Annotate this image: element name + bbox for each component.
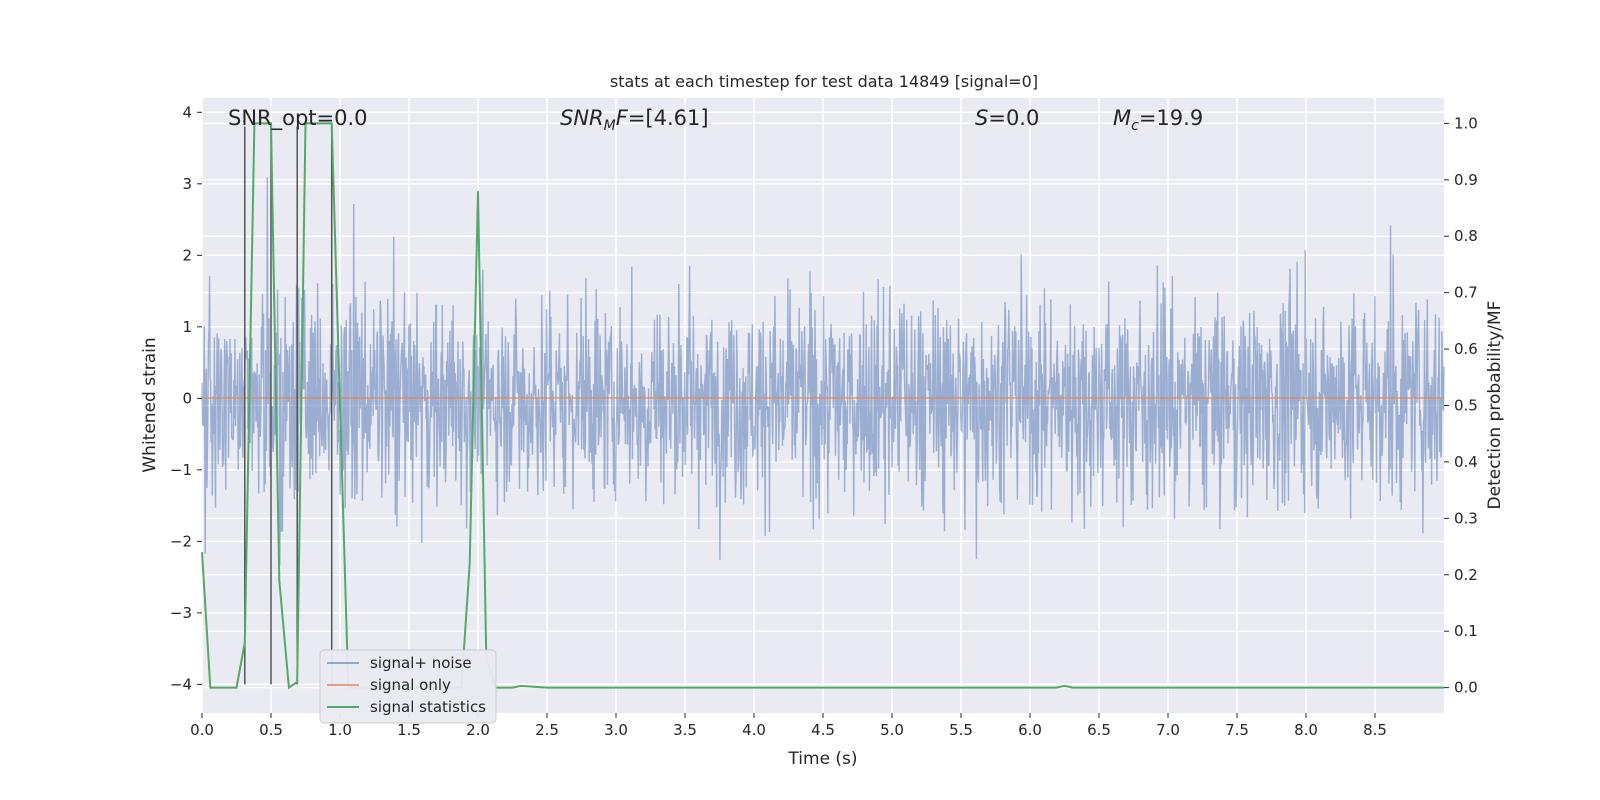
y-tick-label: −3 xyxy=(170,604,192,622)
y-axis-ticks: 4 3 2 1 0 −1 −2 −3 −4 xyxy=(170,103,202,693)
x-tick-label: 6.5 xyxy=(1087,721,1111,739)
y-tick-label: −1 xyxy=(170,461,192,479)
x-tick-label: 7.0 xyxy=(1156,721,1180,739)
y2-tick-label: 0.7 xyxy=(1454,284,1478,302)
vertical-markers xyxy=(244,126,333,685)
x-tick-label: 2.0 xyxy=(466,721,490,739)
y-tick-label: 0 xyxy=(182,389,192,407)
y2-tick-label: 0.4 xyxy=(1454,453,1478,471)
y2-axis-label: Detection probability/MF xyxy=(1485,301,1505,510)
legend-label-signal-statistics: signal statistics xyxy=(370,698,486,716)
y2-tick-label: 0.0 xyxy=(1454,679,1478,697)
x-tick-label: 0.5 xyxy=(259,721,283,739)
x-tick-label: 1.0 xyxy=(328,721,352,739)
series-signal-noise xyxy=(201,177,1445,566)
y-axis-label: Whitened strain xyxy=(140,337,160,472)
y-tick-label: 1 xyxy=(182,318,192,336)
x-tick-label: 3.0 xyxy=(604,721,628,739)
y2-tick-label: 0.5 xyxy=(1454,397,1478,415)
chart-title: stats at each timestep for test data 148… xyxy=(610,72,1038,91)
annotation-snr-opt: SNR_opt=0.0 xyxy=(228,106,368,131)
x-tick-label: 3.5 xyxy=(673,721,697,739)
x-tick-label: 0.0 xyxy=(190,721,214,739)
annotation-mc: Mc=19.9 xyxy=(1113,106,1203,134)
legend: signal+ noise signal only signal statist… xyxy=(319,649,497,724)
y2-tick-label: 0.6 xyxy=(1454,340,1478,358)
legend-label-signal-noise: signal+ noise xyxy=(370,654,472,672)
y2-tick-label: 0.2 xyxy=(1454,566,1478,584)
x-tick-label: 7.5 xyxy=(1225,721,1249,739)
noise-path xyxy=(201,177,1445,566)
annotation-snr-mf: SNRMF=[4.61] xyxy=(560,106,709,134)
x-tick-label: 1.5 xyxy=(397,721,421,739)
y2-tick-label: 0.9 xyxy=(1454,171,1478,189)
y-tick-label: 4 xyxy=(182,103,192,121)
y-tick-label: −4 xyxy=(170,675,192,693)
y-tick-label: 3 xyxy=(182,175,192,193)
y2-tick-label: 0.1 xyxy=(1454,622,1478,640)
y-tick-label: 2 xyxy=(182,246,192,264)
legend-label-signal-only: signal only xyxy=(370,676,451,694)
x-tick-label: 5.0 xyxy=(880,721,904,739)
x-tick-label: 8.5 xyxy=(1363,721,1387,739)
y2-tick-label: 0.3 xyxy=(1454,509,1478,527)
x-axis-label: Time (s) xyxy=(787,749,857,769)
x-axis-ticks: 0.0 0.5 1.0 1.5 2.0 2.5 3.0 3.5 4.0 4.5 5.0 5.5 6.0 6… xyxy=(190,713,1387,739)
x-tick-label: 5.5 xyxy=(949,721,973,739)
annotation-s: S=0.0 xyxy=(975,106,1039,130)
x-tick-label: 8.0 xyxy=(1294,721,1318,739)
x-tick-label: 4.5 xyxy=(811,721,835,739)
y-tick-label: −2 xyxy=(170,532,192,550)
y2-tick-label: 0.8 xyxy=(1454,227,1478,245)
legend-box xyxy=(319,649,497,724)
y2-axis-ticks: 1.0 0.9 0.8 0.7 0.6 0.5 0.4 0.3 0.2 0.1 0.0 xyxy=(1444,114,1478,697)
x-tick-label: 2.5 xyxy=(535,721,559,739)
x-tick-label: 6.0 xyxy=(1018,721,1042,739)
x-tick-label: 4.0 xyxy=(742,721,766,739)
y2-tick-label: 1.0 xyxy=(1454,114,1478,132)
